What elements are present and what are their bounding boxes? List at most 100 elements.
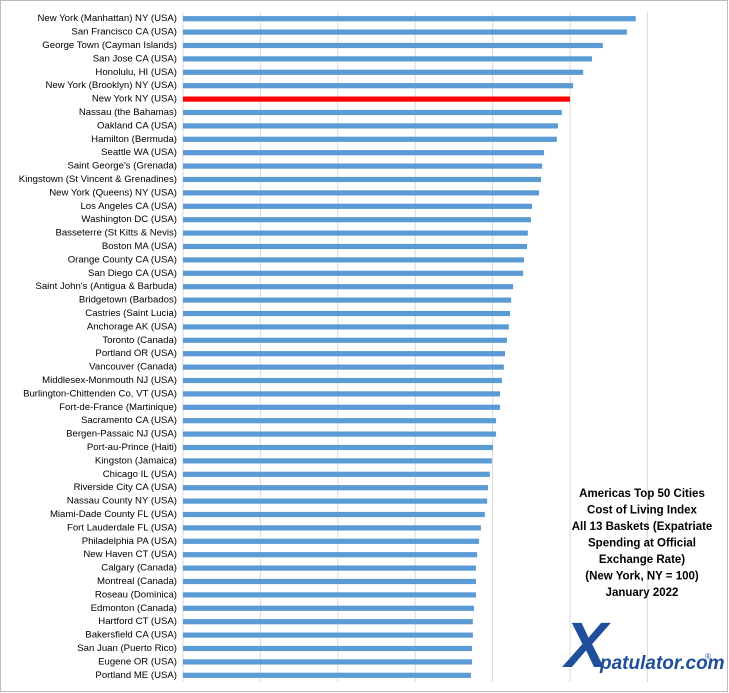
y-tick-label: Chicago IL (USA) [103, 469, 177, 480]
y-tick-label: Fort Lauderdale FL (USA) [67, 522, 177, 533]
y-tick-label: New York (Queens) NY (USA) [49, 187, 177, 198]
y-tick-label: New Haven CT (USA) [83, 549, 177, 560]
y-tick-label: Burlington-Chittenden Co, VT (USA) [23, 388, 177, 399]
bar [183, 136, 557, 142]
bar [183, 324, 509, 330]
y-tick-label: Kingston (Jamaica) [95, 455, 177, 466]
y-tick-label: Miami-Dade County FL (USA) [50, 509, 177, 520]
annotation: Spending at Official [588, 538, 696, 550]
annotation: Exchange Rate) [599, 554, 685, 566]
bar [183, 471, 490, 477]
y-tick-label: Hamilton (Bermuda) [91, 134, 177, 145]
bar [183, 431, 497, 437]
y-tick-label: Bridgetown (Barbados) [79, 295, 177, 306]
y-tick-label: Anchorage AK (USA) [87, 321, 177, 332]
bar [183, 364, 504, 370]
y-tick-label: Sacramento CA (USA) [81, 415, 177, 426]
y-tick-label: Saint George's (Grenada) [67, 161, 177, 172]
bar [183, 565, 476, 571]
annotation: (New York, NY = 100) [585, 571, 699, 583]
bar [183, 83, 574, 89]
y-tick-label: Los Angeles CA (USA) [80, 201, 177, 212]
bar [183, 284, 514, 290]
annotation: Cost of Living Index [587, 505, 697, 517]
y-tick-label: Riverside City CA (USA) [74, 482, 177, 493]
bar [183, 404, 500, 410]
y-tick-label: Bakersfield CA (USA) [85, 630, 177, 641]
y-tick-label: Bergen-Passaic NJ (USA) [66, 429, 177, 440]
y-tick-label: George Town (Cayman Islands) [42, 40, 177, 51]
y-tick-label: Honolulu, HI (USA) [95, 67, 177, 78]
y-tick-label: Eugene OR (USA) [98, 656, 177, 667]
y-tick-label: Middlesex-Monmouth NJ (USA) [42, 375, 177, 386]
y-tick-label: San Francisco CA (USA) [71, 27, 177, 38]
y-tick-label: Portland ME (USA) [95, 670, 177, 681]
y-tick-label: Hartford CT (USA) [98, 616, 177, 627]
bar [183, 230, 528, 236]
y-tick-label: Vancouver (Canada) [89, 362, 177, 373]
y-tick-label: San Diego CA (USA) [88, 268, 177, 279]
annotation: January 2022 [606, 587, 679, 599]
y-tick-label: Seattle WA (USA) [101, 147, 177, 158]
annotation: Americas Top 50 Cities [579, 488, 705, 500]
bar [183, 297, 512, 303]
y-tick-label: New York NY (USA) [92, 94, 177, 105]
y-tick-label: Fort-de-France (Martinique) [59, 402, 177, 413]
bar [183, 458, 492, 464]
y-tick-label: Basseterre (St Kitts & Nevis) [55, 228, 177, 239]
y-tick-label: San Jose CA (USA) [93, 53, 177, 64]
bar [183, 163, 543, 169]
y-tick-label: Nassau County NY (USA) [67, 496, 177, 507]
y-tick-label: Philadelphia PA (USA) [82, 536, 177, 547]
y-tick-label: Castries (Saint Lucia) [85, 308, 177, 319]
bar [183, 56, 593, 62]
logo-mark: X [562, 609, 611, 681]
bar [183, 123, 559, 129]
y-tick-label: Saint John's (Antigua & Barbuda) [35, 281, 177, 292]
bar [183, 525, 481, 531]
y-tick-label: Orange County CA (USA) [68, 254, 177, 265]
bar [183, 377, 502, 384]
y-tick-label: Edmonton (Canada) [91, 603, 177, 614]
y-tick-label: Toronto (Canada) [102, 335, 177, 346]
bar [183, 659, 473, 665]
bar [183, 391, 500, 397]
annotation: All 13 Baskets (Expatriate [572, 521, 713, 533]
bar [183, 552, 478, 558]
logo-text: patulator.com [599, 653, 725, 674]
y-tick-label: New York (Manhattan) NY (USA) [37, 13, 177, 24]
bar [183, 485, 488, 491]
y-tick-label: Calgary (Canada) [101, 563, 177, 574]
bar [183, 176, 541, 183]
y-tick-label: New York (Brooklyn) NY (USA) [45, 80, 177, 91]
bar [183, 498, 488, 504]
bar [183, 96, 570, 102]
y-tick-label: Roseau (Dominica) [95, 589, 177, 600]
bar [183, 337, 507, 343]
bar [183, 444, 493, 451]
y-tick-label: Nassau (the Bahamas) [79, 107, 177, 118]
bar [183, 203, 533, 209]
y-tick-label: Portland OR (USA) [95, 348, 177, 359]
y-tick-label: Washington DC (USA) [81, 214, 177, 225]
bar [183, 511, 485, 518]
bar [183, 243, 528, 250]
y-tick-label: Kingstown (St Vincent & Grenadines) [19, 174, 177, 185]
y-tick-label: Boston MA (USA) [102, 241, 177, 252]
bar [183, 69, 584, 75]
bar [183, 109, 562, 116]
bar [183, 592, 476, 598]
bar [183, 672, 471, 678]
bar [183, 42, 603, 49]
bar [183, 578, 476, 585]
y-tick-label: Montreal (Canada) [97, 576, 177, 587]
bar [183, 645, 473, 652]
bar [183, 632, 473, 638]
bar [183, 190, 540, 196]
bar [183, 310, 511, 317]
bar [183, 29, 627, 35]
bar [183, 217, 531, 223]
bar [183, 619, 473, 625]
bar [183, 351, 505, 357]
